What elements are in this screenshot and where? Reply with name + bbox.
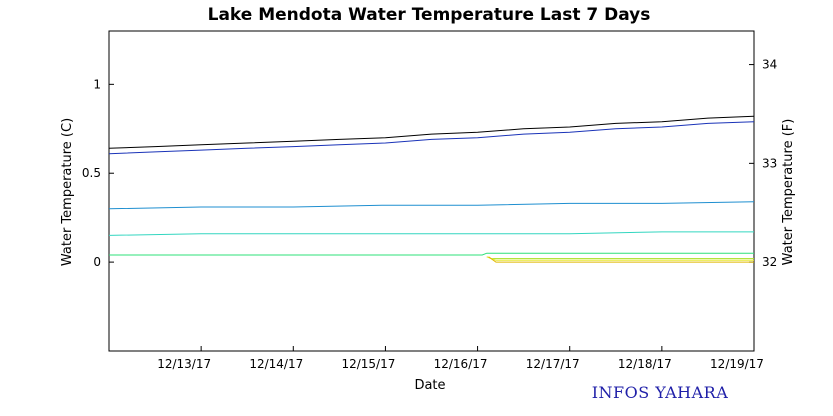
series-line bbox=[109, 252, 754, 256]
left-axis-ticks: 00.51 bbox=[82, 77, 114, 269]
x-tick-label: 12/17/17 bbox=[526, 357, 580, 371]
y2-tick-label: 32 bbox=[762, 255, 777, 269]
y2-tick-label: 34 bbox=[762, 58, 777, 72]
x-tick-label: 12/13/17 bbox=[157, 357, 211, 371]
series-line bbox=[108, 115, 755, 149]
x-tick-label: 12/14/17 bbox=[249, 357, 303, 371]
series-line bbox=[108, 121, 755, 155]
x-tick-label: 12/18/17 bbox=[618, 357, 672, 371]
series-line bbox=[486, 256, 754, 261]
series-line bbox=[486, 256, 754, 260]
plot-frame bbox=[108, 30, 755, 352]
x-axis-label: Date bbox=[414, 378, 445, 393]
series-line bbox=[108, 201, 755, 210]
y2-tick-label: 33 bbox=[762, 156, 777, 170]
y-tick-label: 1 bbox=[93, 77, 101, 91]
right-axis-label: Water Temperature (F) bbox=[781, 119, 796, 266]
credit-logo-text: INFOS YAHARA bbox=[592, 383, 729, 402]
y-tick-label: 0.5 bbox=[82, 166, 101, 180]
series-lines bbox=[108, 115, 755, 263]
right-axis-ticks: 32 33 34 bbox=[749, 58, 777, 269]
left-axis-label: Water Temperature (C) bbox=[60, 118, 75, 266]
x-axis-ticks: 12/13/17 12/14/17 12/15/17 12/16/17 12/17/17… bbox=[157, 346, 764, 371]
x-tick-label: 12/16/17 bbox=[434, 357, 488, 371]
series-line bbox=[108, 231, 754, 236]
y-tick-label: 0 bbox=[93, 255, 101, 269]
x-tick-label: 12/15/17 bbox=[341, 357, 395, 371]
series-line bbox=[488, 256, 754, 263]
chart-title: Lake Mendota Water Temperature Last 7 Da… bbox=[208, 5, 651, 25]
x-tick-label: 12/19/17 bbox=[710, 357, 764, 371]
